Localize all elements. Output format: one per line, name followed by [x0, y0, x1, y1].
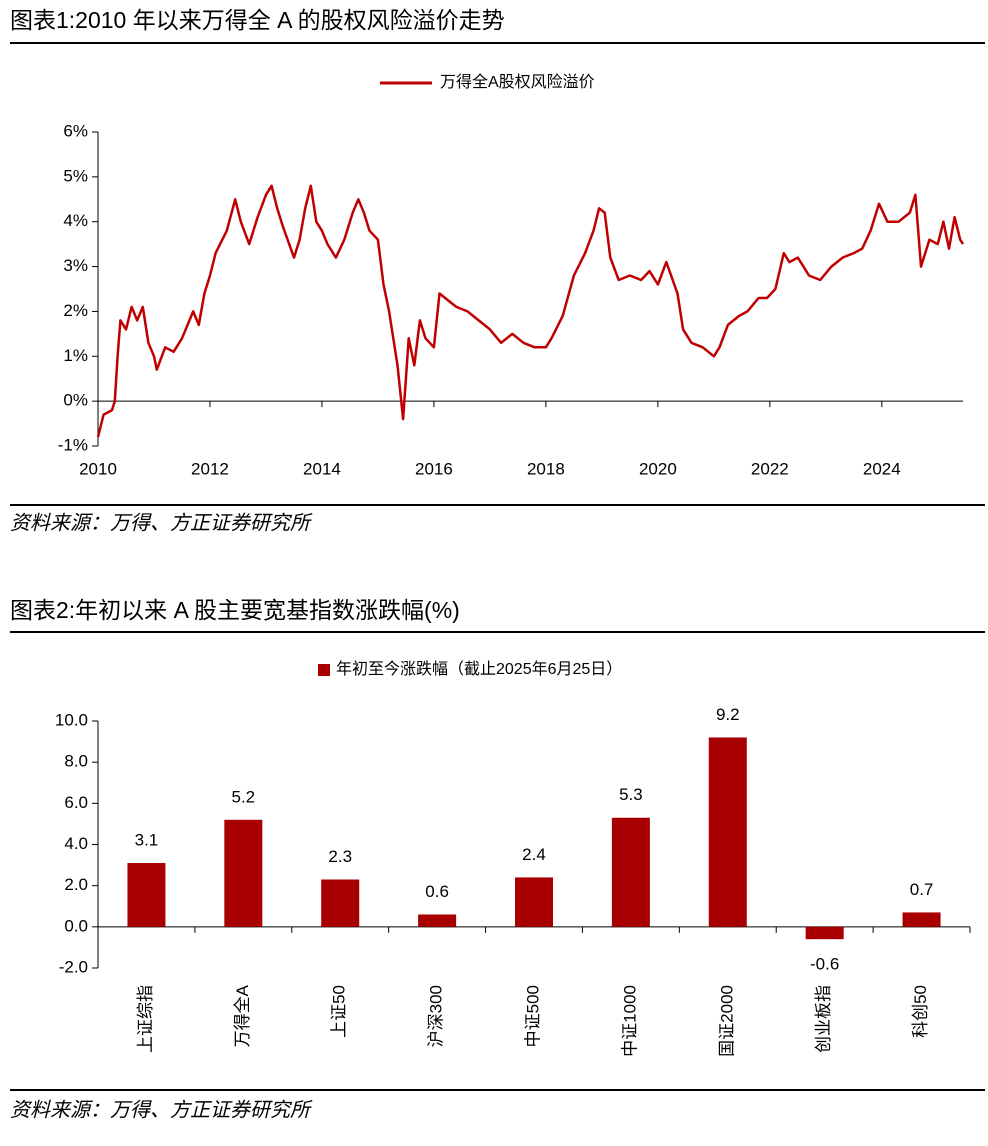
bar: [418, 914, 457, 927]
legend-swatch: [318, 664, 330, 676]
bar: [224, 819, 263, 927]
value-label: 0.7: [910, 880, 934, 899]
x-tick-label: 科创50: [911, 985, 930, 1038]
y-tick-label: 10.0: [55, 710, 88, 729]
value-label: 5.2: [232, 787, 256, 806]
x-tick-label: 中证500: [523, 985, 542, 1047]
y-tick-label: 2.0: [64, 875, 88, 894]
x-tick-label: 2016: [415, 459, 453, 478]
y-tick-label: 6.0: [64, 793, 88, 812]
x-tick-label: 中证1000: [620, 985, 639, 1057]
legend-label: 年初至今涨跌幅（截止2025年6月25日）: [336, 660, 622, 678]
x-tick-label: 2012: [191, 459, 229, 478]
chart-title: 图表2:年初以来 A 股主要宽基指数涨跌幅(%): [10, 597, 460, 623]
y-tick-label: -2.0: [59, 957, 88, 976]
x-tick-label: 上证50: [330, 985, 349, 1038]
x-tick-label: 沪深300: [427, 985, 446, 1047]
y-tick-label: 2%: [63, 301, 88, 320]
y-tick-label: 0.0: [64, 916, 88, 935]
bar: [611, 817, 650, 927]
value-label: 3.1: [135, 831, 159, 850]
x-tick-label: 2014: [303, 459, 341, 478]
y-tick-label: 8.0: [64, 752, 88, 771]
bar: [902, 912, 941, 927]
y-tick-label: 0%: [63, 391, 88, 410]
x-tick-label: 2024: [863, 459, 901, 478]
y-tick-label: 6%: [63, 121, 88, 140]
y-tick-label: 3%: [63, 256, 88, 275]
value-label: 9.2: [716, 705, 740, 724]
value-label: -0.6: [810, 955, 839, 974]
value-label: 2.3: [328, 847, 352, 866]
x-tick-label: 2010: [79, 459, 117, 478]
bar: [515, 877, 553, 927]
y-tick-label: 5%: [63, 166, 88, 185]
x-tick-label: 国证2000: [717, 985, 736, 1057]
bar: [321, 879, 360, 927]
source: 资料来源：万得、方正证券研究所: [10, 513, 313, 535]
line-series: [96, 184, 965, 438]
source: 资料来源：万得、方正证券研究所: [10, 1100, 313, 1122]
y-tick-label: -1%: [58, 435, 88, 454]
bar: [127, 863, 166, 927]
x-tick-label: 万得全A: [233, 984, 252, 1047]
bar: [805, 926, 844, 940]
y-tick-label: 1%: [63, 346, 88, 365]
chart-title: 图表1:2010 年以来万得全 A 的股权风险溢价走势: [10, 7, 505, 33]
value-label: 2.4: [522, 845, 546, 864]
x-tick-label: 上证综指: [136, 985, 155, 1053]
value-label: 0.6: [425, 882, 449, 901]
bar: [708, 737, 747, 927]
value-label: 5.3: [619, 785, 643, 804]
y-tick-label: 4%: [63, 211, 88, 230]
legend-label: 万得全A股权风险溢价: [440, 73, 595, 91]
x-tick-label: 2018: [527, 459, 565, 478]
x-tick-label: 2020: [639, 459, 677, 478]
x-tick-label: 2022: [751, 459, 789, 478]
y-tick-label: 4.0: [64, 834, 88, 853]
x-tick-label: 创业板指: [814, 985, 833, 1053]
